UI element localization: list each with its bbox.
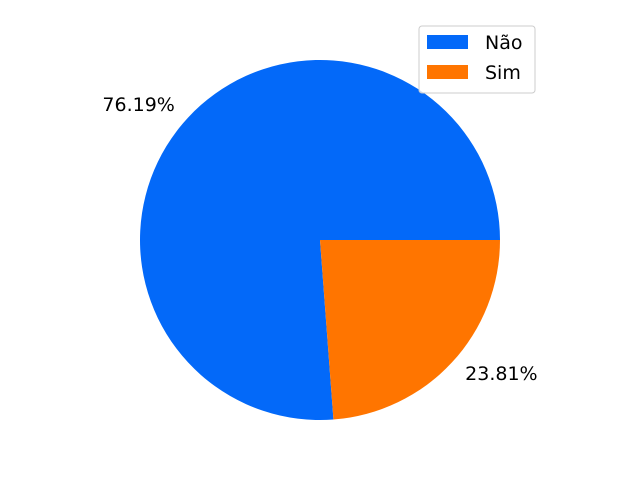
legend-swatch-sim xyxy=(427,65,468,79)
legend-label-sim: Sim xyxy=(485,62,521,84)
pie-labels: 76.19% 23.81% xyxy=(102,94,537,385)
pie-slice-nao xyxy=(140,60,500,421)
pie-slices xyxy=(140,60,500,421)
legend-label-nao: Não xyxy=(485,32,522,54)
pie-percent-label: 76.19% xyxy=(102,94,174,116)
pie-slice-sim xyxy=(320,240,500,420)
legend: Não Sim xyxy=(418,25,536,94)
legend-swatch-nao xyxy=(427,35,468,49)
pie-percent-label: 23.81% xyxy=(465,363,537,385)
